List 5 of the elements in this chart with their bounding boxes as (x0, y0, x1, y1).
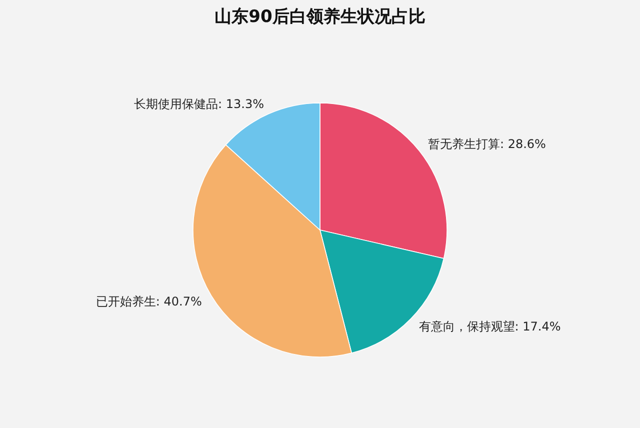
slice-label: 暂无养生打算: 28.6% (428, 137, 546, 152)
slice-label: 有意向，保持观望: 17.4% (418, 319, 561, 334)
chart-title: 山东90后白领养生状况占比 (214, 7, 426, 27)
slice-label: 长期使用保健品: 13.3% (134, 96, 264, 111)
slice-label: 已开始养生: 40.7% (96, 294, 202, 308)
